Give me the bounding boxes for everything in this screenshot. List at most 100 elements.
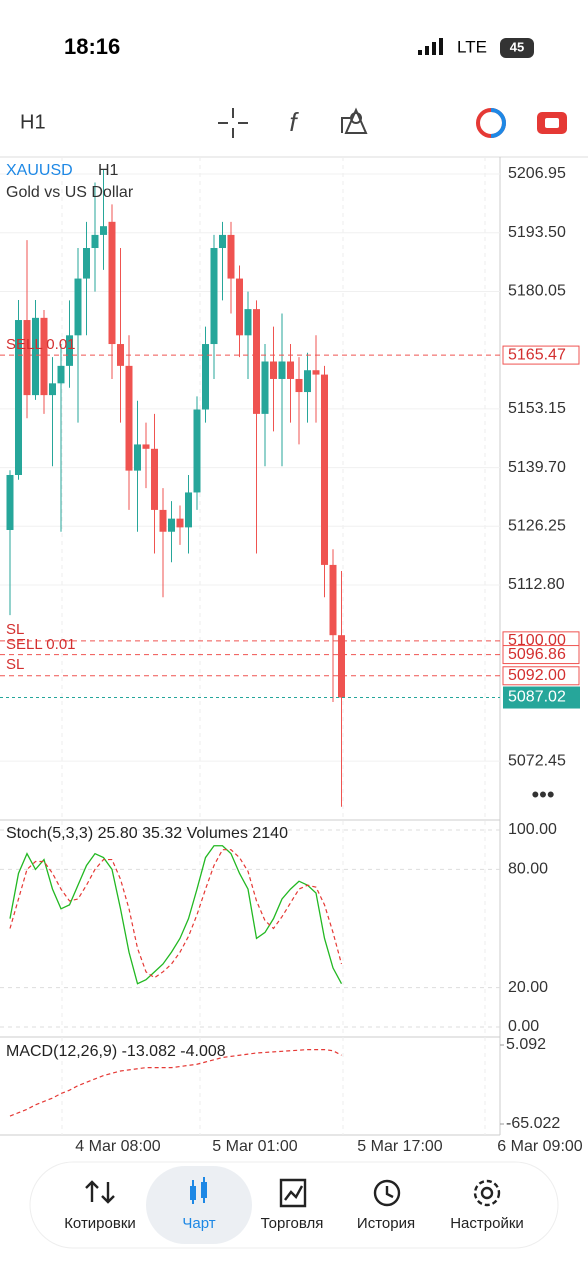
current-price: 5087.02 — [508, 689, 566, 706]
nav-active — [146, 1166, 252, 1244]
candle-body — [210, 248, 218, 345]
candle-body — [91, 234, 99, 249]
nav-item[interactable]: Котировки — [64, 1215, 136, 1232]
order-price-box — [502, 666, 580, 686]
candle-body — [278, 361, 286, 379]
candle-body — [66, 335, 73, 366]
order-price: 5096.86 — [508, 646, 566, 663]
candle-body — [287, 361, 294, 379]
candle-body — [261, 361, 269, 414]
candle-body — [159, 509, 167, 532]
time-label: 6 Mar 09:00 — [497, 1138, 582, 1155]
trade-button[interactable] — [476, 108, 506, 138]
stoch-title: Stoch(5,3,3) 25.80 35.32 Volumes 2140 — [6, 825, 288, 842]
nav-item[interactable]: Торговля — [261, 1215, 324, 1232]
time-label: 4 Mar 08:00 — [75, 1138, 160, 1155]
stoch-d — [9, 849, 343, 979]
y-tick-label: 100.00 — [508, 821, 557, 838]
candle-body — [338, 635, 345, 698]
order-price: 5100.00 — [508, 632, 566, 649]
network: LTE — [457, 37, 487, 56]
nav-item[interactable]: Настройки — [450, 1215, 524, 1232]
symbol-timeframe: H1 — [98, 162, 119, 179]
more-button[interactable]: ••• — [531, 782, 554, 807]
candle-body — [6, 474, 14, 530]
candle-body — [15, 320, 22, 475]
order-price-box — [502, 345, 580, 365]
candle-body — [168, 518, 175, 532]
order-label: SL — [6, 656, 24, 673]
symbol-description: Gold vs US Dollar — [6, 184, 134, 201]
timeframe-button[interactable]: H1 — [20, 111, 46, 133]
crosshair-button[interactable] — [218, 108, 248, 138]
y-tick-label: 5126.25 — [508, 517, 566, 534]
candle-body — [151, 448, 158, 510]
candle-body — [270, 361, 277, 379]
y-tick-label: 5139.70 — [508, 459, 566, 476]
y-tick-label: 5112.80 — [508, 576, 565, 593]
macd-signal — [9, 1049, 342, 1117]
candle-body — [227, 234, 235, 279]
candle-body — [57, 365, 65, 384]
candle-body — [49, 383, 56, 396]
candle-body — [202, 344, 209, 410]
candle-body — [125, 365, 133, 471]
candle-body — [142, 444, 150, 449]
candle-body — [23, 320, 31, 396]
nav-icons — [85, 1178, 501, 1208]
candle-body — [74, 278, 82, 336]
y-tick-label: 5.092 — [506, 1036, 546, 1053]
y-tick-label: 5206.95 — [508, 165, 566, 182]
y-tick-label: -65.022 — [506, 1115, 560, 1132]
order-label: SL — [6, 621, 24, 638]
y-tick-label: 20.00 — [508, 979, 548, 996]
y-tick-label: 5180.05 — [508, 283, 566, 300]
battery-level: 45 — [510, 39, 524, 54]
chart: 4 Mar 08:00 5 Mar 01:00 5 Mar 17:00 6 Mar 0… — [0, 156, 588, 1155]
candle-body — [236, 278, 243, 336]
objects-button[interactable] — [341, 107, 368, 134]
candle-body — [83, 248, 90, 279]
symbol[interactable]: XAUUSD — [6, 162, 73, 179]
battery — [500, 38, 534, 58]
candle-body — [295, 378, 303, 393]
candle-body — [134, 444, 141, 471]
order-price-box — [502, 645, 580, 665]
nav-item[interactable]: Чарт — [182, 1215, 215, 1232]
y-tick-label: 5153.15 — [508, 400, 566, 417]
nav-item[interactable]: История — [357, 1215, 415, 1232]
y-tick-label: 0.00 — [508, 1018, 539, 1035]
time-label: 5 Mar 17:00 — [357, 1138, 442, 1155]
order-label: SELL 0.01 — [6, 336, 76, 353]
candle-body — [108, 221, 116, 345]
candle-body — [304, 370, 311, 393]
y-tick-label: 5072.45 — [508, 752, 566, 769]
candle-body — [40, 317, 48, 396]
candle-body — [32, 317, 39, 396]
candle-body — [185, 492, 192, 528]
clock: 18:16 — [64, 34, 120, 59]
current-price-box — [503, 686, 580, 709]
candle-body — [329, 564, 337, 636]
y-tick-label: 5193.50 — [508, 224, 566, 241]
time-label: 5 Mar 01:00 — [212, 1138, 297, 1155]
stoch-k — [9, 845, 343, 985]
macd-title: MACD(12,26,9) -13.082 -4.008 — [6, 1043, 226, 1060]
account-button[interactable] — [537, 112, 567, 134]
candle-body — [219, 234, 226, 249]
candle-body — [253, 309, 260, 414]
order-price: 5165.47 — [508, 346, 566, 363]
candle-body — [321, 374, 328, 565]
candle-body — [312, 370, 320, 375]
y-tick-label: 80.00 — [508, 861, 548, 878]
candle-body — [100, 226, 107, 235]
order-price: 5092.00 — [508, 667, 566, 684]
candle-body — [193, 409, 201, 493]
candle-body — [176, 518, 184, 528]
signal-icon — [418, 38, 443, 55]
indicators-button[interactable]: f — [289, 107, 299, 137]
chart-icon — [190, 1177, 207, 1204]
order-label: SELL 0.01 — [6, 636, 76, 653]
